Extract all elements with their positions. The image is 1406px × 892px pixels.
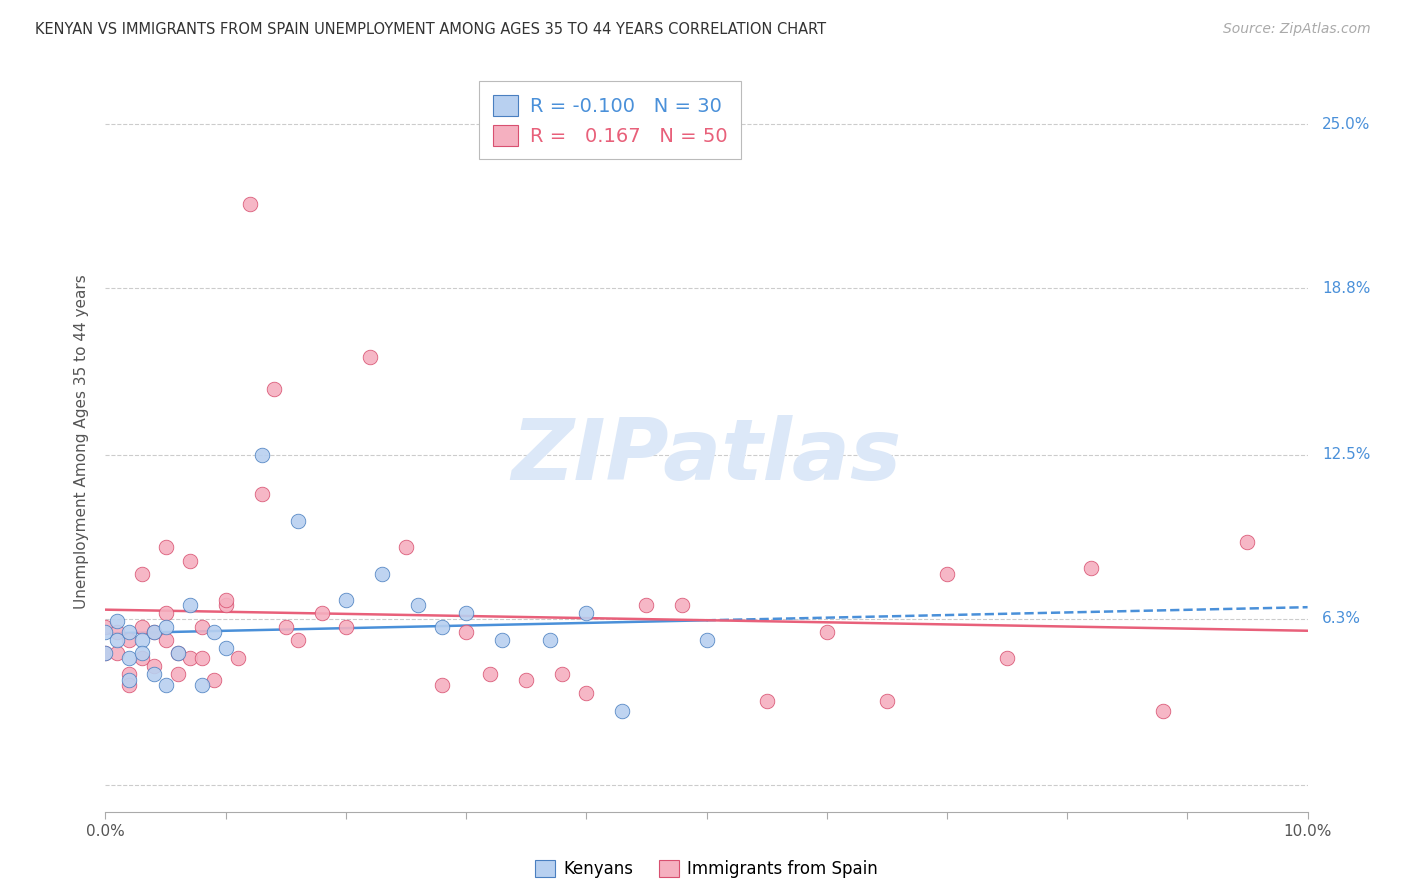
Point [250,448,273,462]
Point [118,667,141,681]
Point [190,619,212,633]
Point [239,196,262,211]
Point [107,615,129,629]
Point [118,624,141,639]
Point [214,599,236,613]
Point [696,632,718,647]
Point [551,667,574,681]
Y-axis label: Unemployment Among Ages 35 to 44 years: Unemployment Among Ages 35 to 44 years [75,274,90,609]
Point [94,619,117,633]
Point [179,553,201,567]
Point [226,651,249,665]
Point [166,667,188,681]
Point [755,694,778,708]
Point [287,514,309,528]
Point [179,599,201,613]
Point [936,566,959,581]
Point [131,651,153,665]
Point [274,619,297,633]
Point [454,607,477,621]
Point [454,624,477,639]
Point [395,541,418,555]
Point [142,667,165,681]
Point [118,651,141,665]
Point [311,607,333,621]
Point [636,599,658,613]
Point [131,646,153,660]
Point [815,624,838,639]
Point [94,624,117,639]
Point [190,678,212,692]
Point [250,487,273,501]
Point [371,566,394,581]
Text: 12.5%: 12.5% [1322,447,1371,462]
Point [166,646,188,660]
Point [118,678,141,692]
Point [190,651,212,665]
Point [107,632,129,647]
Point [94,646,117,660]
Text: 25.0%: 25.0% [1322,117,1371,132]
Point [491,632,513,647]
Point [142,659,165,673]
Point [995,651,1018,665]
Point [131,632,153,647]
Point [1152,704,1174,718]
Point [131,566,153,581]
Point [479,667,502,681]
Text: 18.8%: 18.8% [1322,281,1371,295]
Point [214,593,236,607]
Point [430,619,453,633]
Text: KENYAN VS IMMIGRANTS FROM SPAIN UNEMPLOYMENT AMONG AGES 35 TO 44 YEARS CORRELATI: KENYAN VS IMMIGRANTS FROM SPAIN UNEMPLOY… [35,22,827,37]
Point [671,599,693,613]
Point [155,632,177,647]
Point [94,646,117,660]
Point [1080,561,1102,575]
Point [118,632,141,647]
Point [1236,535,1258,549]
Point [538,632,561,647]
Point [612,704,634,718]
Point [263,382,285,396]
Point [287,632,309,647]
Point [876,694,898,708]
Point [335,619,357,633]
Point [131,619,153,633]
Point [202,624,225,639]
Text: Source: ZipAtlas.com: Source: ZipAtlas.com [1223,22,1371,37]
Point [515,673,537,687]
Point [155,678,177,692]
Text: 6.3%: 6.3% [1322,611,1361,626]
Point [142,624,165,639]
Legend: Kenyans, Immigrants from Spain: Kenyans, Immigrants from Spain [529,854,884,885]
Point [155,619,177,633]
Point [118,673,141,687]
Point [575,607,598,621]
Point [430,678,453,692]
Point [202,673,225,687]
Point [406,599,429,613]
Point [155,541,177,555]
Point [142,624,165,639]
Point [359,350,381,364]
Point [107,624,129,639]
Point [179,651,201,665]
Point [107,646,129,660]
Point [155,607,177,621]
Point [166,646,188,660]
Point [214,640,236,655]
Point [575,686,598,700]
Point [335,593,357,607]
Text: ZIPatlas: ZIPatlas [512,415,901,498]
